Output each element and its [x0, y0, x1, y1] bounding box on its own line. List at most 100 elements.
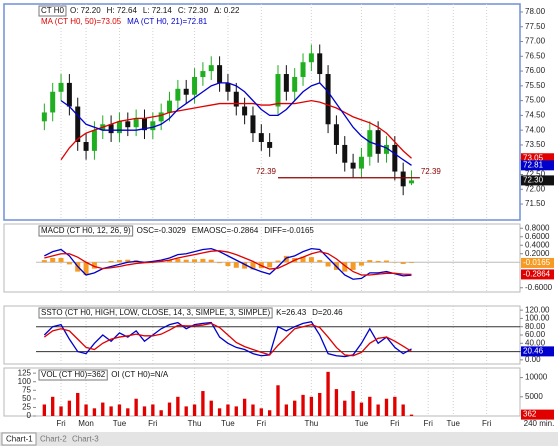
y-tick-label: 76.50 — [525, 51, 546, 60]
candle-body — [200, 71, 206, 77]
volume-bar — [192, 404, 197, 416]
x-tick-label: Tue — [221, 419, 235, 428]
y-tick-label: 78.00 — [525, 7, 546, 16]
tab[interactable] — [1, 432, 37, 446]
y-tick-label: 60.00 — [525, 330, 546, 339]
candle-body — [258, 133, 264, 142]
legend-text: D=20.46 — [312, 308, 343, 317]
histogram-bar — [350, 262, 356, 270]
histogram-bar — [58, 258, 64, 263]
tab-label[interactable]: Chart-2 — [40, 435, 67, 444]
volume-bar — [67, 400, 72, 416]
candle-body — [150, 121, 156, 131]
value-tag — [521, 153, 554, 164]
histogram-bar — [367, 260, 373, 263]
legend-box — [140, 6, 174, 16]
x-tick-label: Fri — [390, 419, 400, 428]
legend-box — [39, 17, 124, 27]
volume-bar — [351, 391, 355, 416]
value-tag-label: -0.0165 — [523, 258, 551, 267]
legend-text: Δ: 0.22 — [214, 6, 240, 15]
legend-box — [134, 226, 188, 236]
volume-bar — [134, 398, 138, 416]
annotation-label: 72.39 — [256, 167, 277, 176]
histogram-bar — [325, 262, 331, 267]
value-tag-label: 20.46 — [523, 346, 544, 355]
histogram-bar — [233, 262, 239, 268]
candle-body — [367, 130, 373, 157]
legend-text: L: 72.14 — [143, 6, 172, 15]
volume-bar — [251, 404, 255, 416]
value-tag-label: 73.05 — [523, 153, 544, 162]
volume-bar — [226, 404, 230, 416]
volume-bar — [101, 402, 105, 416]
candle-body — [192, 76, 198, 95]
series-line — [60, 82, 412, 166]
volume-bar — [209, 400, 213, 416]
histogram-bar — [192, 259, 198, 263]
volume-bar — [384, 398, 389, 416]
series-line — [60, 99, 412, 161]
candle-body — [342, 144, 348, 163]
panel-frame — [3, 3, 521, 221]
legend-text: CT H0 — [41, 6, 65, 15]
x-tick-label: Fri — [148, 419, 158, 428]
legend-box — [274, 308, 309, 318]
volume-bar — [59, 406, 63, 416]
legend-box — [262, 226, 316, 236]
y-tick-label: 74.50 — [525, 111, 546, 120]
legend-text: OI (CT H0)=N/A — [111, 370, 169, 379]
legend-text: DIFF=-0.0165 — [264, 226, 314, 235]
legend-text: H: 72.64 — [107, 6, 138, 15]
tab-label[interactable]: Chart-3 — [72, 435, 99, 444]
candle-body — [333, 124, 339, 145]
volume-bar — [76, 392, 80, 416]
legend-box — [175, 6, 211, 16]
legend-text: VOL (CT H0)=362 — [41, 370, 106, 379]
y2-tick-label: 75 — [22, 385, 31, 394]
volume-bar — [393, 396, 397, 416]
x-tick-label: Tue — [446, 419, 460, 428]
volume-bar — [142, 406, 147, 416]
volume-bar — [167, 402, 172, 416]
candle-body — [300, 62, 306, 77]
candle-body — [116, 121, 122, 134]
legend-text: O: 72.20 — [70, 6, 101, 15]
volume-bar — [126, 408, 130, 416]
y-tick-label: 75.00 — [525, 96, 546, 105]
x-tick-label: Mon — [78, 419, 94, 428]
candle-body — [275, 74, 281, 107]
candle-body — [167, 100, 173, 113]
value-tag-label: 362 — [523, 410, 537, 419]
legend-text: C: 72.30 — [178, 6, 209, 15]
legend-text: EMAOSC=-0.2864 — [192, 226, 259, 235]
x-tick-label: Fri — [257, 419, 267, 428]
volume-bar — [368, 396, 372, 416]
y-tick-label: 10000 — [525, 373, 548, 382]
y-tick-label: 74.00 — [525, 125, 546, 134]
legend-text: SSTO (CT H0, HIGH, LOW, CLOSE, 14, 3, SI… — [41, 308, 270, 317]
histogram-bar — [183, 259, 189, 263]
histogram-bar — [66, 262, 72, 265]
value-tag — [521, 409, 554, 420]
candle-body — [242, 106, 248, 116]
candle-body — [250, 115, 256, 134]
histogram-bar — [358, 262, 364, 266]
histogram-bar — [400, 262, 406, 264]
volume-bar — [259, 408, 263, 416]
volume-bar — [309, 396, 314, 416]
legend-box — [104, 6, 139, 16]
candle-body — [91, 130, 97, 151]
volume-bar — [284, 404, 289, 416]
legend-box — [67, 6, 103, 16]
series-line — [43, 322, 412, 357]
volume-bar — [376, 404, 380, 416]
tab-label[interactable]: Chart-1 — [6, 435, 33, 444]
value-tag-label: 72.30 — [523, 176, 544, 185]
candle-body — [158, 112, 164, 122]
x-tick-label: Fri — [482, 419, 492, 428]
volume-bar — [293, 400, 297, 416]
legend-box — [38, 225, 134, 237]
histogram-bar — [108, 260, 114, 263]
y-tick-label: 5000 — [525, 392, 543, 401]
